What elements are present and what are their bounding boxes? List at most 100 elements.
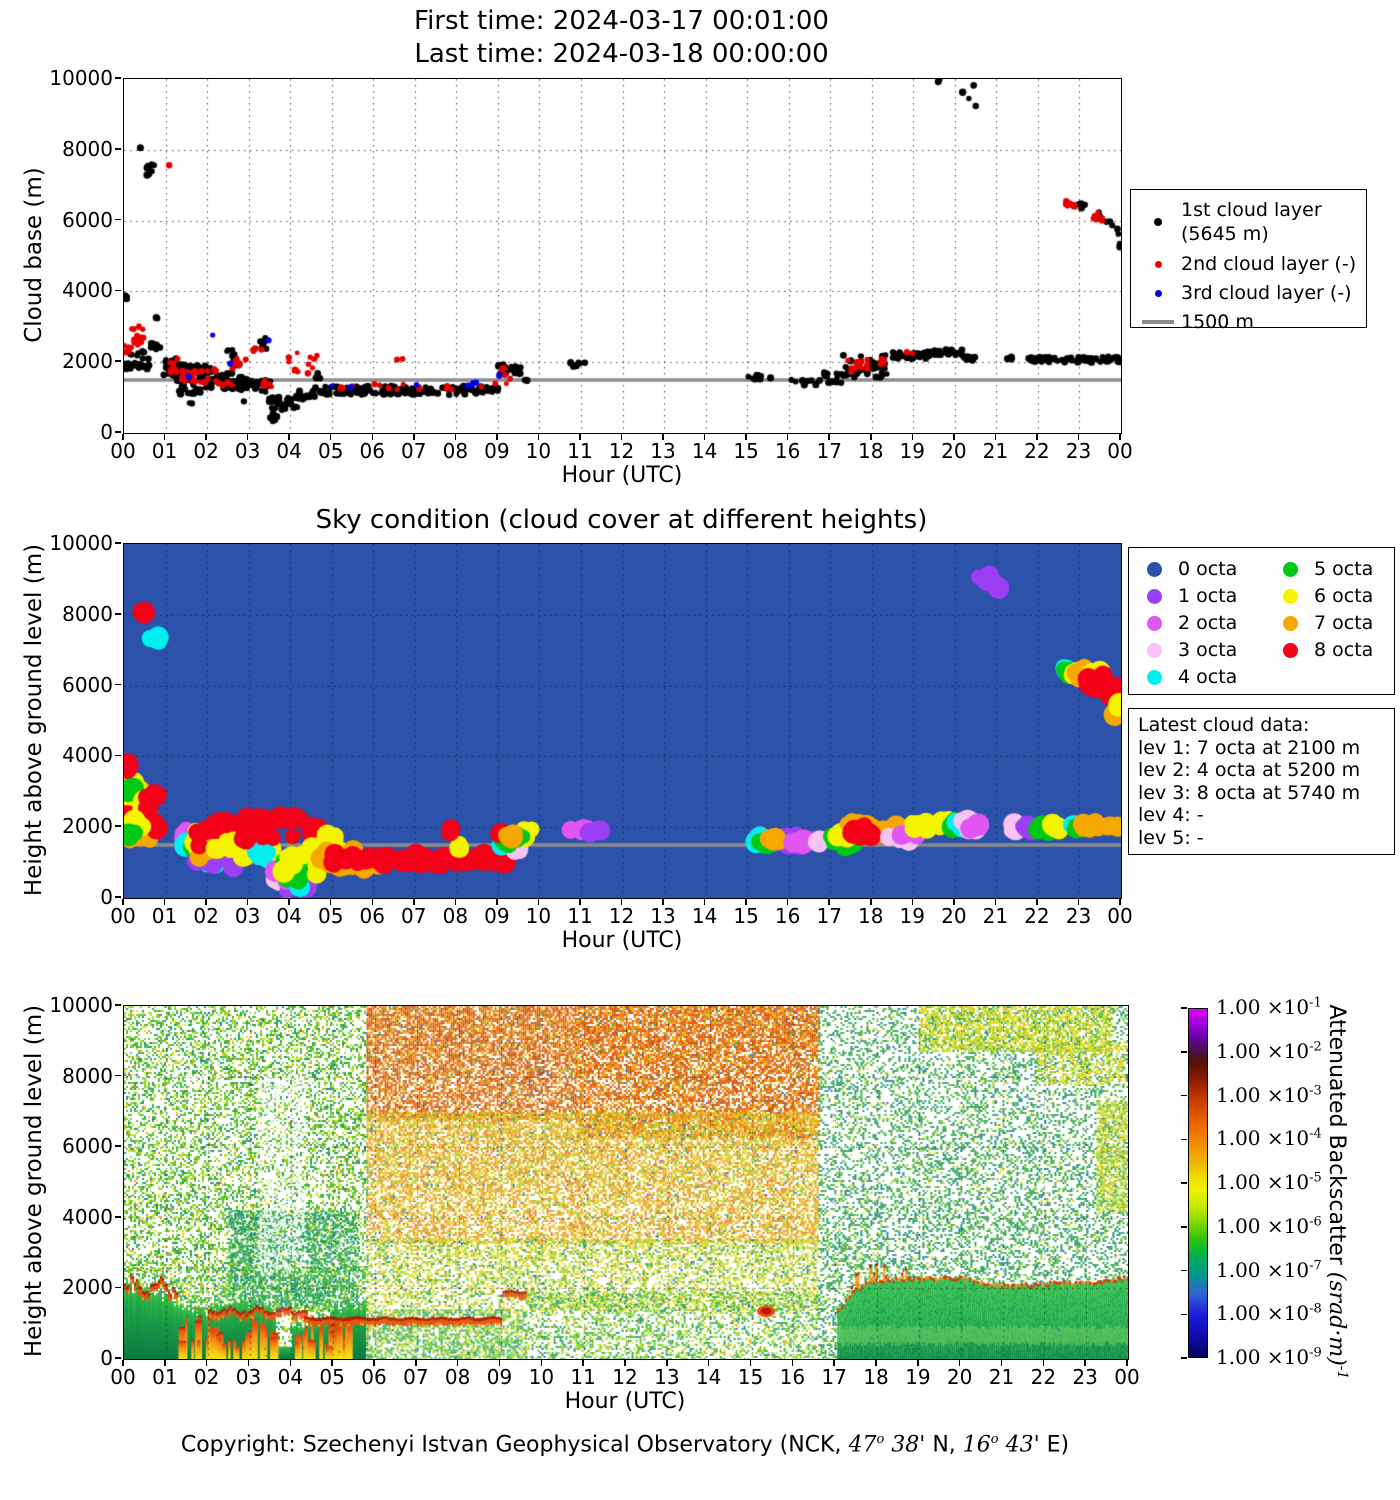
x-tick-label: 03 bbox=[234, 439, 261, 463]
x-tick-mark bbox=[662, 434, 664, 440]
x-tick-mark bbox=[164, 1360, 166, 1366]
x-tick-mark bbox=[662, 899, 664, 905]
y-tick-mark bbox=[115, 1004, 121, 1006]
x-tick-mark bbox=[537, 434, 540, 440]
cloud-data-line: lev 3: 8 octa at 5740 m bbox=[1138, 781, 1361, 804]
x-tick-mark bbox=[1084, 1360, 1086, 1366]
figure-suptitle-line2: Last time: 2024-03-18 00:00:00 bbox=[414, 39, 829, 69]
x-tick-mark bbox=[1077, 434, 1080, 440]
x-tick-mark bbox=[917, 1360, 919, 1366]
octa-label: 3 octa bbox=[1178, 639, 1238, 661]
y-tick-label: 4000 bbox=[62, 278, 113, 303]
colorbar-tick-label: 1.00 ×10-5 bbox=[1216, 1170, 1322, 1194]
colorbar-tick-mark bbox=[1181, 1357, 1187, 1359]
y-tick-label: 10000 bbox=[49, 993, 113, 1017]
x-tick-mark bbox=[579, 434, 581, 440]
x-tick-mark bbox=[1126, 1360, 1128, 1366]
x-tick-label: 14 bbox=[691, 904, 718, 928]
x-tick-mark bbox=[870, 899, 872, 905]
x-tick-label: 19 bbox=[899, 439, 925, 463]
sky-condition-title: Sky condition (cloud cover at different … bbox=[315, 505, 928, 535]
y-tick-label: 6000 bbox=[62, 672, 113, 697]
x-tick-label: 19 bbox=[899, 904, 925, 928]
y-tick-label: 0 bbox=[100, 420, 113, 444]
x-tick-mark bbox=[163, 899, 166, 905]
colorbar-tick-mark bbox=[1181, 1313, 1187, 1315]
y-tick-mark bbox=[115, 1145, 121, 1147]
x-tick-label: 12 bbox=[608, 439, 635, 463]
x-tick-label: 18 bbox=[863, 1365, 889, 1389]
x-tick-mark bbox=[786, 899, 789, 905]
y-tick-mark bbox=[115, 289, 121, 292]
x-tick-mark bbox=[454, 899, 457, 905]
octa-legend-item: 4 octa bbox=[1147, 666, 1237, 688]
x-tick-mark bbox=[122, 1360, 124, 1366]
octa-legend-item: 5 octa bbox=[1283, 558, 1373, 580]
legend-item: 1500 m bbox=[1135, 310, 1366, 334]
colorbar-tick-mark bbox=[1181, 1051, 1187, 1053]
x-tick-mark bbox=[620, 899, 623, 905]
y-tick-label: 4000 bbox=[62, 1204, 113, 1229]
sky-condition-xlabel: Hour (UTC) bbox=[561, 928, 683, 953]
colorbar-title-units-exponent: -1 bbox=[1334, 1365, 1351, 1380]
octa-label: 0 octa bbox=[1178, 558, 1238, 580]
cloud-data-line: Latest cloud data: bbox=[1138, 714, 1310, 736]
y-tick-mark bbox=[115, 613, 121, 615]
cloud-layer-legend: 1st cloud layer (5645 m) 2nd cloud layer (… bbox=[1130, 189, 1367, 333]
x-tick-label: 16 bbox=[779, 1365, 806, 1389]
octa-dot-icon bbox=[1283, 588, 1298, 604]
x-tick-mark bbox=[707, 1360, 710, 1366]
x-tick-mark bbox=[329, 899, 332, 905]
x-tick-mark bbox=[1077, 899, 1080, 905]
x-tick-mark bbox=[331, 1360, 333, 1366]
y-tick-mark bbox=[115, 77, 121, 79]
colorbar-tick-mark bbox=[1181, 1226, 1187, 1228]
x-tick-label: 04 bbox=[277, 1365, 304, 1389]
x-tick-label: 14 bbox=[695, 1365, 722, 1389]
colorbar-tick-label: 1.00 ×10-6 bbox=[1216, 1213, 1322, 1238]
octa-label: 7 octa bbox=[1314, 612, 1374, 634]
y-tick-mark bbox=[115, 683, 121, 686]
colorbar-title-units: (srad·m) bbox=[1323, 1271, 1349, 1366]
legend-item: 3rd cloud layer (-) bbox=[1135, 281, 1366, 305]
y-tick-label: 10000 bbox=[49, 66, 113, 90]
octa-legend-item: 2 octa bbox=[1147, 612, 1237, 634]
x-tick-mark bbox=[828, 434, 830, 440]
colorbar-tick-label: 1.00 ×10-8 bbox=[1216, 1301, 1322, 1326]
x-tick-mark bbox=[749, 1360, 752, 1366]
x-tick-label: 22 bbox=[1024, 439, 1050, 463]
x-tick-mark bbox=[875, 1360, 877, 1366]
x-tick-mark bbox=[371, 434, 373, 440]
x-tick-mark bbox=[703, 434, 706, 440]
x-tick-label: 18 bbox=[858, 439, 884, 463]
x-tick-label: 15 bbox=[737, 1365, 764, 1389]
x-tick-mark bbox=[1119, 434, 1121, 440]
cloud-base-xlabel: Hour (UTC) bbox=[561, 463, 683, 488]
x-tick-mark bbox=[1036, 899, 1038, 905]
y-tick-mark bbox=[115, 148, 121, 150]
colorbar bbox=[1188, 1008, 1208, 1358]
x-tick-label: 11 bbox=[570, 1365, 596, 1389]
x-tick-label: 20 bbox=[946, 1365, 973, 1389]
x-tick-label: 23 bbox=[1072, 1365, 1098, 1389]
x-tick-label: 06 bbox=[361, 1365, 387, 1389]
x-tick-mark bbox=[289, 1360, 292, 1366]
colorbar-tick-label: 1.00 ×10-4 bbox=[1216, 1126, 1322, 1151]
x-tick-mark bbox=[163, 434, 166, 440]
x-tick-mark bbox=[413, 434, 415, 440]
y-tick-mark bbox=[115, 360, 121, 362]
x-tick-mark bbox=[371, 899, 373, 905]
y-tick-label: 2000 bbox=[62, 1275, 113, 1300]
octa-label: 8 octa bbox=[1314, 639, 1374, 661]
x-tick-label: 00 bbox=[110, 1365, 136, 1389]
x-tick-label: 17 bbox=[816, 439, 842, 463]
backscatter-plot-canvas bbox=[123, 1005, 1129, 1360]
x-tick-mark bbox=[246, 899, 249, 905]
sky-condition-plot-canvas bbox=[123, 543, 1122, 899]
octa-label: 1 octa bbox=[1178, 585, 1238, 607]
x-tick-label: 16 bbox=[774, 904, 801, 928]
y-tick-label: 2000 bbox=[62, 349, 113, 374]
x-tick-label: 05 bbox=[317, 904, 344, 928]
y-tick-mark bbox=[115, 825, 121, 827]
x-tick-mark bbox=[703, 899, 706, 905]
